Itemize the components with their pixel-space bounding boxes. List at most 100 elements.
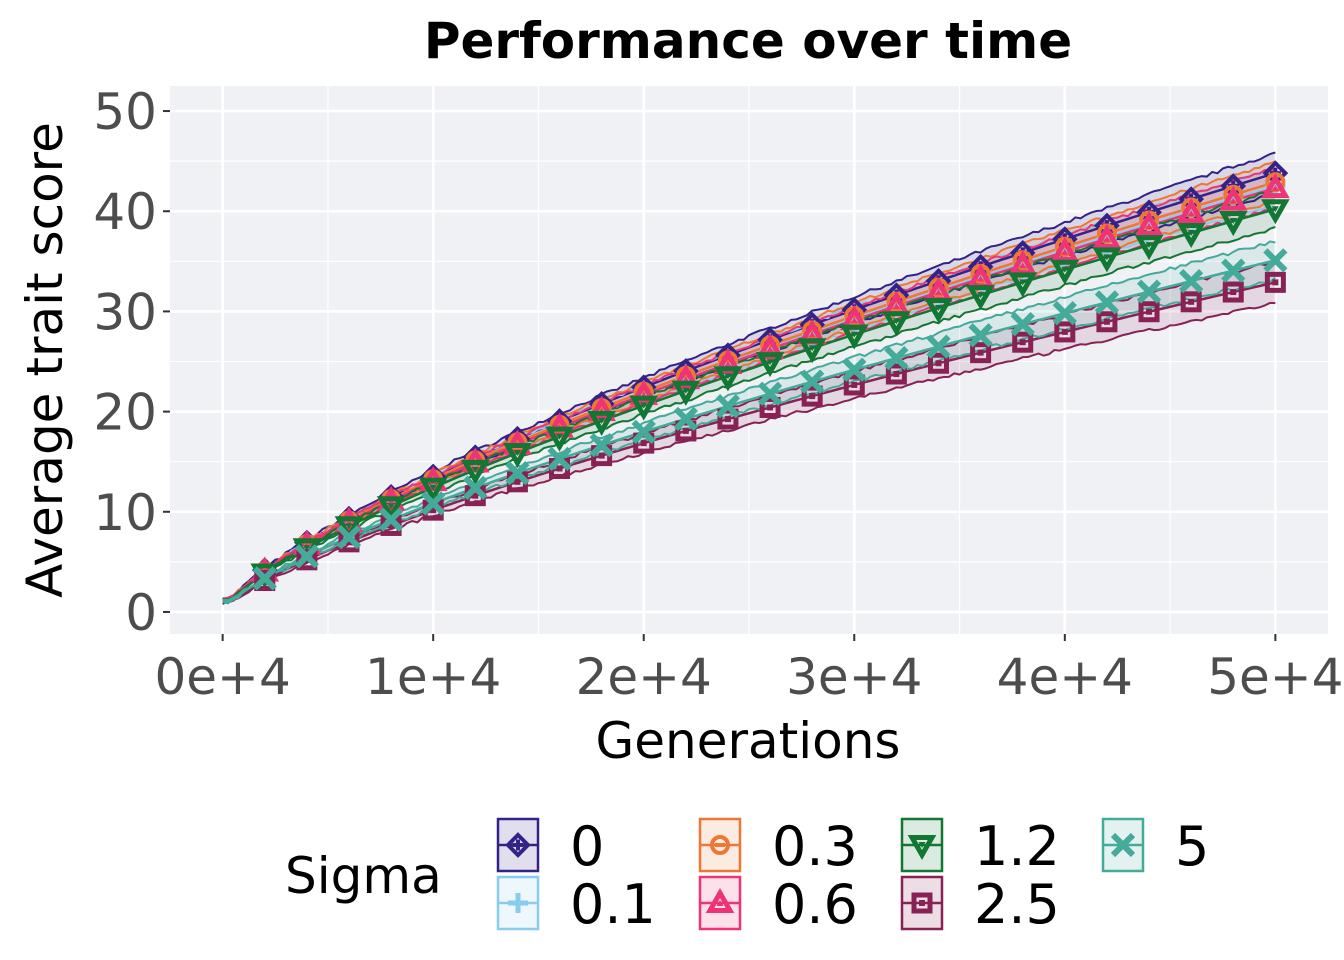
marker-5 bbox=[1094, 290, 1120, 315]
marker-1.2 bbox=[587, 410, 616, 436]
marker-1.2 bbox=[376, 496, 406, 522]
marker-0.6 bbox=[1050, 236, 1080, 262]
marker-2.5 bbox=[1054, 321, 1076, 343]
legend-marker-0 bbox=[505, 832, 531, 858]
marker-5 bbox=[378, 507, 404, 532]
legend-label-2.5: 2.5 bbox=[974, 873, 1060, 936]
y-axis-label: Average trait score bbox=[16, 122, 74, 598]
marker-1.2 bbox=[882, 311, 911, 337]
x-axis-label: Generations bbox=[596, 712, 901, 770]
legend-marker-0.1 bbox=[508, 893, 528, 913]
marker-5 bbox=[968, 323, 993, 348]
y-tick-label: 20 bbox=[93, 384, 157, 442]
marker-2.5 bbox=[970, 342, 992, 364]
marker-1.2 bbox=[1134, 235, 1164, 261]
marker-1.2 bbox=[713, 366, 743, 392]
marker-1.2 bbox=[966, 285, 995, 311]
marker-2.5 bbox=[885, 363, 907, 385]
legend: Sigma 00.1 0.30.6 1.22.5 5 bbox=[285, 815, 1209, 936]
marker-1.2 bbox=[839, 324, 869, 350]
marker-1.2 bbox=[629, 395, 659, 421]
marker-1.2 bbox=[418, 477, 448, 503]
marker-5 bbox=[252, 566, 277, 591]
legend-marker-1.2 bbox=[907, 835, 937, 861]
marker-5 bbox=[631, 419, 656, 444]
marker-1.2 bbox=[1176, 223, 1206, 249]
marker-5 bbox=[421, 491, 446, 516]
legend-key-1.2 bbox=[900, 817, 944, 873]
marker-5 bbox=[800, 369, 825, 394]
marker-5 bbox=[1263, 248, 1288, 273]
legend-key-0 bbox=[496, 817, 540, 873]
marker-2.5 bbox=[1096, 311, 1118, 333]
marker-1.2 bbox=[671, 380, 701, 406]
marker-0.6 bbox=[1092, 223, 1122, 249]
marker-5 bbox=[547, 446, 572, 472]
marker-5 bbox=[673, 406, 698, 431]
marker-0.6 bbox=[1261, 173, 1290, 199]
marker-2.5 bbox=[843, 374, 865, 396]
y-tick-label: 30 bbox=[93, 283, 157, 341]
legend-marker-5 bbox=[1110, 832, 1136, 858]
legend-key-0.1 bbox=[496, 875, 540, 931]
marker-0.6 bbox=[1176, 198, 1206, 224]
marker-5 bbox=[589, 433, 614, 458]
legend-label-0: 0 bbox=[570, 815, 604, 878]
legend-marker-0.3 bbox=[710, 835, 730, 855]
legend-key-2.5 bbox=[900, 875, 944, 931]
legend-label-1.2: 1.2 bbox=[974, 815, 1060, 878]
axes: 0e+4 1e+4 2e+4 3e+4 4e+4 5e+4 0 10 20 30 40 50 bbox=[93, 83, 1343, 706]
marker-5 bbox=[884, 345, 909, 371]
marker-0.6 bbox=[671, 364, 701, 390]
marker-1.2 bbox=[755, 352, 785, 378]
legend-key-0.3 bbox=[698, 817, 742, 873]
marker-1.2 bbox=[545, 426, 574, 452]
marker-0.6 bbox=[713, 348, 743, 374]
x-tick-label: 4e+4 bbox=[997, 648, 1133, 706]
band-upper-0 bbox=[222, 151, 1276, 602]
marker-5 bbox=[463, 475, 488, 501]
chart-title: Performance over time bbox=[424, 12, 1072, 70]
marker-5 bbox=[294, 544, 319, 569]
marker-1.2 bbox=[334, 516, 364, 542]
legend-key-0.6 bbox=[698, 875, 742, 931]
legend-label-5: 5 bbox=[1175, 815, 1209, 878]
marker-2.5 bbox=[801, 385, 823, 407]
marker-1.2 bbox=[924, 298, 953, 324]
marker-2.5 bbox=[1264, 271, 1286, 293]
marker-5 bbox=[505, 460, 530, 486]
legend-marker-0.6 bbox=[705, 887, 735, 913]
x-tick-label: 5e+4 bbox=[1207, 648, 1343, 706]
legend-title: Sigma bbox=[285, 847, 442, 905]
marker-2.5 bbox=[1222, 281, 1244, 303]
band-upper-0.3 bbox=[222, 160, 1276, 602]
x-tick-label: 1e+4 bbox=[365, 648, 501, 706]
marker-1.2 bbox=[1050, 259, 1080, 285]
x-tick-label: 3e+4 bbox=[786, 648, 922, 706]
marker-1.2 bbox=[460, 459, 490, 485]
marker-5 bbox=[757, 381, 783, 406]
y-tick-label: 10 bbox=[93, 484, 157, 542]
legend-label-0.6: 0.6 bbox=[772, 873, 858, 936]
y-tick-label: 50 bbox=[93, 83, 157, 141]
marker-5 bbox=[1136, 279, 1162, 304]
marker-5 bbox=[1179, 268, 1204, 294]
marker-1.2 bbox=[503, 442, 532, 468]
marker-2.5 bbox=[927, 352, 949, 374]
marker-5 bbox=[1052, 301, 1077, 326]
x-tick-label: 0e+4 bbox=[154, 648, 290, 706]
marker-5 bbox=[336, 525, 362, 550]
x-tick-label: 2e+4 bbox=[576, 648, 712, 706]
band-1.2 bbox=[222, 190, 1276, 600]
marker-0.6 bbox=[1134, 210, 1164, 236]
marker-2.5 bbox=[1012, 331, 1034, 353]
marker-5 bbox=[1221, 258, 1246, 283]
marker-2.5 bbox=[759, 396, 781, 418]
marker-1.2 bbox=[1092, 247, 1122, 273]
marker-1.2 bbox=[1008, 272, 1038, 298]
legend-label-0.3: 0.3 bbox=[772, 815, 858, 878]
marker-2.5 bbox=[717, 408, 739, 430]
series-markers bbox=[250, 160, 1290, 592]
legend-marker-2.5 bbox=[911, 892, 933, 914]
